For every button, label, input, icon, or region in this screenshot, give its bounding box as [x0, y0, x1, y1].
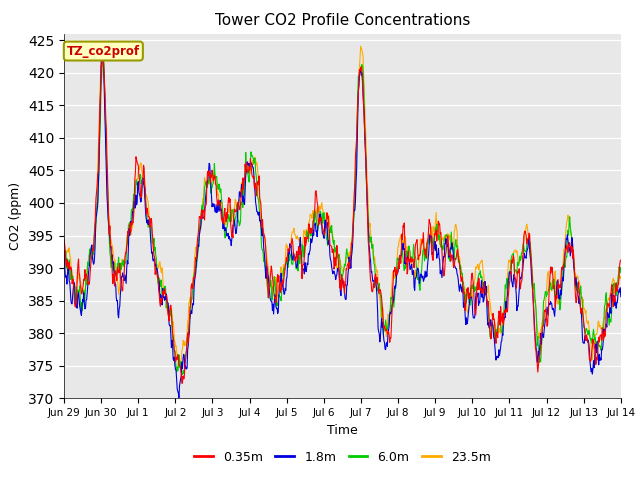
0.35m	[99, 55, 107, 61]
23.5m	[98, 41, 106, 47]
6.0m	[60, 251, 68, 257]
6.0m	[100, 58, 108, 63]
23.5m	[617, 276, 625, 282]
23.5m	[60, 252, 68, 258]
Text: TZ_co2prof: TZ_co2prof	[67, 45, 140, 58]
0.35m	[389, 277, 397, 283]
1.8m	[599, 344, 607, 349]
23.5m	[599, 322, 607, 327]
1.8m	[389, 298, 397, 304]
0.35m	[599, 329, 607, 335]
1.8m	[175, 395, 183, 400]
Line: 6.0m: 6.0m	[64, 60, 621, 375]
Line: 1.8m: 1.8m	[64, 45, 621, 397]
1.8m	[87, 250, 95, 256]
Legend: 0.35m, 1.8m, 6.0m, 23.5m: 0.35m, 1.8m, 6.0m, 23.5m	[189, 446, 495, 469]
Line: 23.5m: 23.5m	[64, 44, 621, 367]
0.35m	[292, 252, 300, 257]
Line: 0.35m: 0.35m	[64, 58, 621, 384]
0.35m	[87, 262, 95, 268]
6.0m	[590, 332, 598, 338]
0.35m	[60, 236, 68, 242]
0.35m	[617, 257, 625, 263]
Title: Tower CO2 Profile Concentrations: Tower CO2 Profile Concentrations	[214, 13, 470, 28]
6.0m	[599, 335, 607, 341]
23.5m	[176, 364, 184, 370]
23.5m	[292, 236, 300, 242]
1.8m	[60, 248, 68, 253]
1.8m	[164, 300, 172, 306]
0.35m	[590, 341, 598, 347]
1.8m	[99, 42, 106, 48]
0.35m	[178, 381, 186, 386]
6.0m	[164, 308, 172, 313]
1.8m	[292, 264, 300, 270]
1.8m	[590, 365, 598, 371]
6.0m	[178, 372, 186, 378]
1.8m	[617, 294, 625, 300]
X-axis label: Time: Time	[327, 424, 358, 437]
6.0m	[292, 266, 300, 272]
23.5m	[389, 272, 397, 278]
6.0m	[617, 270, 625, 276]
6.0m	[389, 293, 397, 299]
0.35m	[164, 311, 172, 316]
Y-axis label: CO2 (ppm): CO2 (ppm)	[10, 182, 22, 250]
6.0m	[87, 252, 95, 257]
23.5m	[590, 341, 598, 347]
23.5m	[164, 306, 172, 312]
23.5m	[87, 250, 95, 256]
